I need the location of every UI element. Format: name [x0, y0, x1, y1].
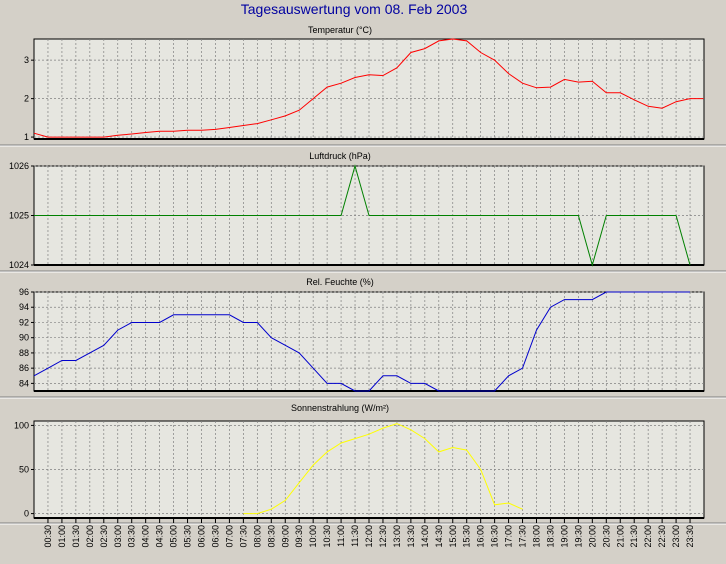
humidity-chart: Rel. Feuchte (%) 84 86 88 90 92 94 96 — [0, 277, 726, 399]
x-tick-label: 08:00 — [252, 525, 262, 548]
x-tick-label: 06:30 — [210, 525, 220, 548]
x-tick-label: 19:00 — [559, 525, 569, 548]
x-tick-label: 20:00 — [587, 525, 597, 548]
humidity-ytick-label: 84 — [19, 378, 29, 388]
x-tick-label: 01:30 — [71, 525, 81, 548]
humidity-ytick-label: 92 — [19, 317, 29, 327]
x-tick-label: 18:00 — [532, 525, 542, 548]
radiation-chart: Sonnenstrahlung (W/m²) 0 50 100 — [0, 403, 726, 525]
x-tick-label: 08:30 — [266, 525, 276, 548]
x-tick-label: 22:00 — [643, 525, 653, 548]
humidity-ytick-label: 96 — [19, 287, 29, 297]
temperature-series-line — [33, 38, 704, 138]
x-tick-label: 16:00 — [476, 525, 486, 548]
x-tick-label: 17:30 — [518, 525, 528, 548]
x-tick-label: 00:30 — [43, 525, 53, 548]
x-tick-label: 18:30 — [545, 525, 555, 548]
page-title: Tagesauswertung vom 08. Feb 2003 — [241, 1, 468, 17]
x-tick-label: 14:00 — [420, 525, 430, 548]
x-tick-label: 04:30 — [155, 525, 165, 548]
x-tick-label: 07:30 — [238, 525, 248, 548]
x-tick-label: 21:30 — [629, 525, 639, 548]
x-tick-label: 10:30 — [322, 525, 332, 548]
x-tick-label: 14:30 — [434, 525, 444, 548]
pressure-ytick-label: 1024 — [9, 260, 29, 270]
x-tick-label: 11:00 — [336, 525, 346, 547]
x-tick-label: 01:00 — [57, 525, 67, 548]
x-tick-label: 02:30 — [99, 525, 109, 548]
radiation-series-line — [243, 423, 523, 515]
x-tick-label: 04:00 — [141, 525, 151, 548]
x-tick-label: 03:30 — [127, 525, 137, 548]
pressure-ytick-label: 1026 — [9, 161, 29, 171]
x-tick-label: 05:30 — [183, 525, 193, 548]
x-tick-label: 16:30 — [490, 525, 500, 548]
x-tick-label: 11:30 — [350, 525, 360, 547]
x-tick-label: 15:30 — [462, 525, 472, 548]
x-tick-label: 17:00 — [504, 525, 514, 548]
x-tick-label: 13:00 — [392, 525, 402, 548]
radiation-chart-title: Sonnenstrahlung (W/m²) — [291, 403, 389, 413]
x-tick-label: 12:00 — [364, 525, 374, 548]
temperature-ytick-label: 2 — [24, 94, 29, 104]
time-axis: 00:30 01:00 01:30 02:00 02:30 03:00 03:30 04:00… — [43, 518, 695, 548]
x-tick-label: 10:00 — [308, 525, 318, 548]
temperature-ytick-label: 1 — [24, 132, 29, 142]
x-tick-label: 07:00 — [224, 525, 234, 548]
x-tick-label: 15:00 — [448, 525, 458, 548]
humidity-ytick-label: 86 — [19, 363, 29, 373]
x-tick-label: 03:00 — [113, 525, 123, 548]
x-tick-label: 09:00 — [280, 525, 290, 548]
x-tick-label: 20:30 — [601, 525, 611, 548]
x-tick-label: 02:00 — [85, 525, 95, 548]
x-tick-label: 19:30 — [573, 525, 583, 548]
radiation-ytick-label: 0 — [24, 509, 29, 519]
humidity-ytick-label: 88 — [19, 348, 29, 358]
chart-panels: Temperatur (°C) 1 2 3 Luftdruck (hPa) 1024 102… — [0, 25, 726, 525]
x-tick-label: 22:30 — [657, 525, 667, 548]
temperature-chart: Temperatur (°C) 1 2 3 — [0, 25, 726, 147]
x-tick-label: 13:30 — [406, 525, 416, 548]
radiation-ytick-label: 50 — [19, 465, 29, 475]
temperature-chart-title: Temperatur (°C) — [308, 25, 372, 35]
pressure-chart: Luftdruck (hPa) 1024 1025 1026 — [0, 151, 726, 273]
x-tick-label: 23:00 — [671, 525, 681, 548]
x-tick-label: 12:30 — [378, 525, 388, 548]
humidity-ytick-label: 90 — [19, 333, 29, 343]
x-tick-label: 06:00 — [197, 525, 207, 548]
humidity-series-line — [33, 291, 690, 392]
x-tick-label: 09:30 — [294, 525, 304, 548]
humidity-chart-title: Rel. Feuchte (%) — [306, 277, 374, 287]
x-tick-label: 21:00 — [615, 525, 625, 548]
radiation-ytick-label: 100 — [14, 420, 29, 430]
pressure-chart-title: Luftdruck (hPa) — [309, 151, 371, 161]
x-tick-label: 05:00 — [169, 525, 179, 548]
pressure-series-line — [34, 164, 691, 267]
pressure-ytick-label: 1025 — [9, 211, 29, 221]
x-tick-label: 23:30 — [685, 525, 695, 548]
temperature-ytick-label: 3 — [24, 55, 29, 65]
humidity-ytick-label: 94 — [19, 302, 29, 312]
